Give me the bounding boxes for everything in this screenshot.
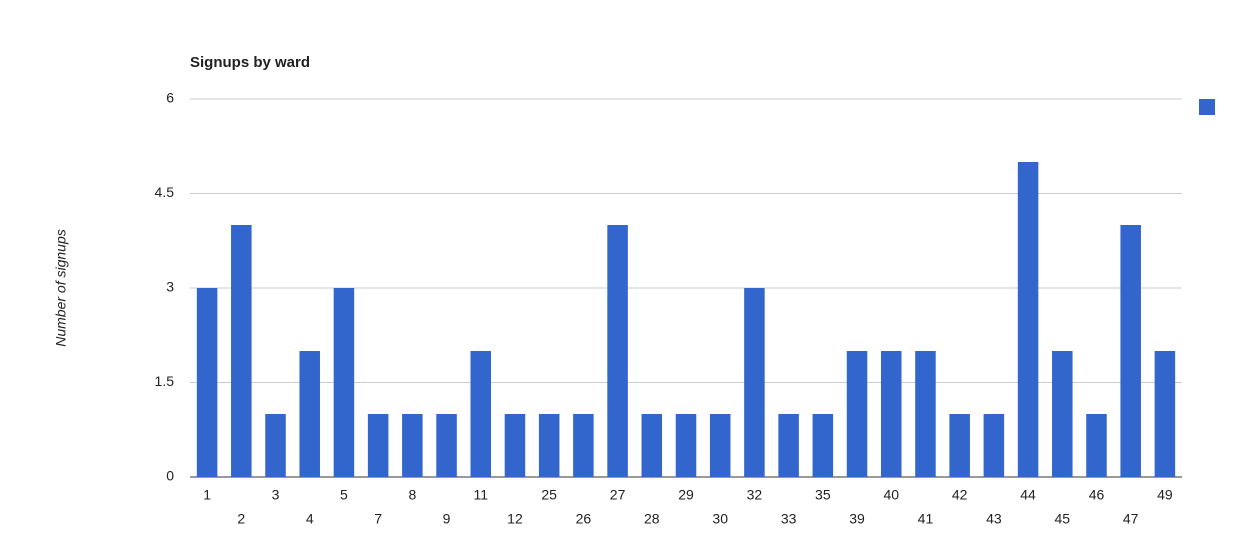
bar	[709, 414, 731, 477]
x-tick-label: 44	[1020, 487, 1036, 503]
x-tick-label: 35	[815, 487, 831, 503]
bar	[880, 351, 902, 477]
bar	[778, 414, 799, 477]
bar	[1120, 225, 1141, 477]
y-tick-label: 4.5	[155, 184, 175, 200]
x-tick-label: 41	[918, 511, 934, 527]
x-tick-label: 46	[1089, 487, 1105, 503]
bar	[538, 414, 560, 477]
bar	[812, 414, 834, 477]
bar	[607, 225, 628, 477]
bar	[196, 288, 218, 477]
x-tick-label: 9	[443, 511, 451, 527]
y-tick-label: 1.5	[155, 373, 175, 389]
bar	[367, 414, 389, 477]
x-tick-label: 1	[203, 487, 211, 503]
x-tick-label: 4	[306, 511, 314, 527]
x-tick-label: 28	[644, 511, 660, 527]
bar	[470, 351, 492, 477]
x-tick-label: 40	[883, 487, 899, 503]
chart-title: Signups by ward	[190, 54, 310, 71]
bar	[299, 351, 320, 477]
x-tick-label: 33	[781, 511, 797, 527]
x-tick-label: 25	[541, 487, 557, 503]
y-tick-label: 6	[166, 90, 174, 106]
x-tick-label: 2	[237, 511, 245, 527]
x-tick-label: 29	[678, 487, 694, 503]
bar	[641, 414, 663, 477]
bar	[1086, 414, 1107, 477]
x-tick-label: 30	[712, 511, 728, 527]
bar	[675, 414, 697, 477]
bar	[504, 414, 526, 477]
bar	[573, 414, 594, 477]
x-tick-label: 27	[610, 487, 626, 503]
x-tick-label: 26	[576, 511, 592, 527]
x-tick-label: 39	[849, 511, 865, 527]
x-tick-label: 5	[340, 487, 348, 503]
bar	[231, 225, 252, 477]
y-tick-label: 0	[166, 468, 174, 484]
x-tick-label: 42	[952, 487, 968, 503]
bar	[436, 414, 457, 477]
x-tick-label: 3	[272, 487, 280, 503]
bar	[265, 414, 286, 477]
bar	[402, 414, 423, 477]
bar	[949, 414, 970, 477]
bar	[1017, 162, 1039, 477]
bar	[983, 414, 1005, 477]
x-tick-label: 7	[374, 511, 382, 527]
x-tick-label: 32	[747, 487, 763, 503]
y-tick-label: 3	[166, 279, 174, 295]
bar	[333, 288, 355, 477]
bar	[915, 351, 936, 477]
x-tick-label: 43	[986, 511, 1002, 527]
x-tick-label: 47	[1123, 511, 1139, 527]
x-tick-label: 49	[1157, 487, 1173, 503]
x-tick-label: 8	[408, 487, 416, 503]
bar	[846, 351, 868, 477]
bar	[1052, 351, 1073, 477]
legend-swatch	[1199, 99, 1215, 115]
bar	[744, 288, 765, 477]
x-tick-label: 12	[507, 511, 523, 527]
x-tick-label: 45	[1054, 511, 1070, 527]
x-tick-label: 11	[473, 487, 488, 503]
y-axis-title: Number of signups	[53, 229, 69, 347]
bar	[1154, 351, 1176, 477]
